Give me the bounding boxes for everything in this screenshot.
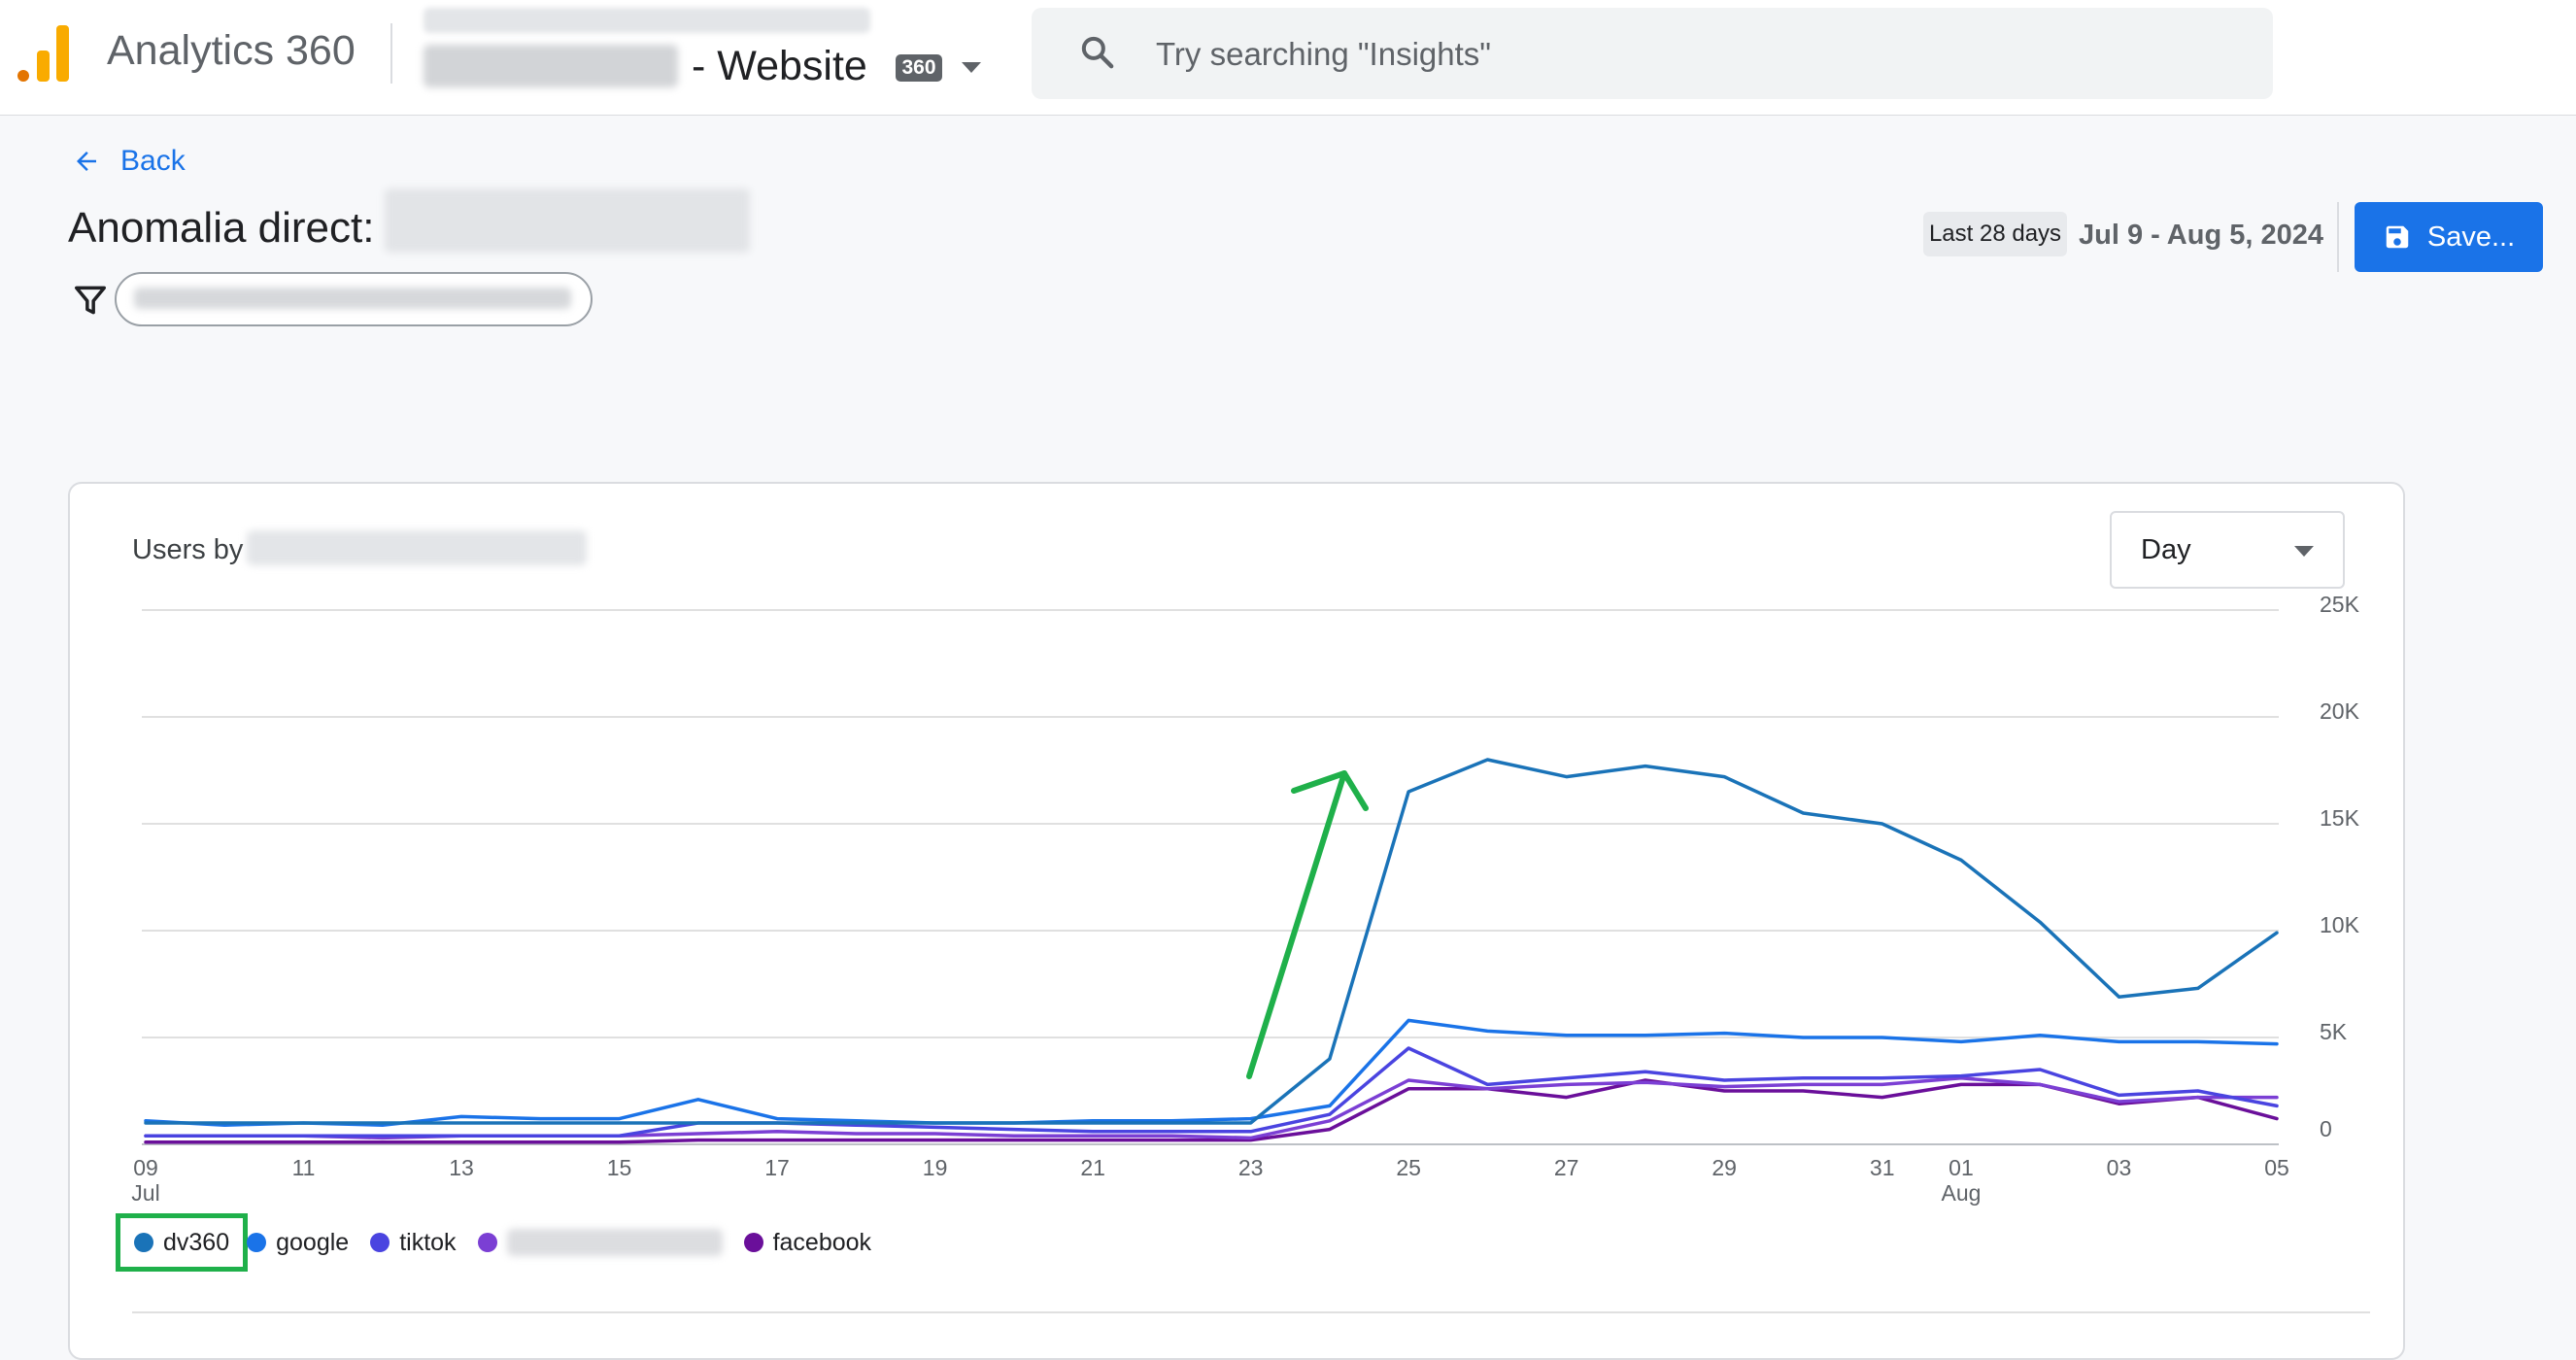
date-divider (2337, 202, 2339, 272)
save-icon (2386, 225, 2409, 249)
property-suffix[interactable]: - Website (692, 43, 867, 89)
redacted-series-line (144, 1076, 2279, 1140)
legend-dot-google (247, 1233, 267, 1252)
analytics-360-badge: 360 (896, 54, 942, 82)
x-tick-label: 29 (1712, 1155, 1737, 1180)
x-tick-label: 27 (1554, 1155, 1579, 1180)
annotation-arrow-shaft (1246, 770, 1347, 1079)
x-tick-label: 31 (1870, 1155, 1895, 1180)
analytics-logo-icon[interactable] (17, 21, 72, 82)
x-tick-label: 25 (1396, 1155, 1421, 1180)
filter-chip-redacted (134, 288, 571, 309)
save-button[interactable]: Save... (2355, 202, 2543, 272)
legend-dot-tiktok (370, 1233, 390, 1252)
date-range-label[interactable]: Last 28 days (1923, 212, 2067, 256)
card-divider (132, 1311, 2370, 1313)
legend-label-tiktok: tiktok (399, 1228, 457, 1256)
legend-item-tiktok[interactable]: tiktok (370, 1218, 457, 1267)
legend-item-dv360[interactable]: dv360 (115, 1213, 249, 1272)
y-tick-label: 15K (2320, 805, 2360, 831)
search-icon (1081, 36, 1114, 69)
legend-item-google[interactable]: google (247, 1218, 349, 1267)
x-tick-label: 05 (2264, 1155, 2289, 1180)
filter-icon[interactable] (72, 282, 109, 319)
x-tick-label: 19 (923, 1155, 948, 1180)
x-tick-label: 09 (133, 1155, 158, 1180)
legend-item-redacted[interactable] (477, 1218, 723, 1267)
back-link[interactable]: Back (72, 142, 186, 181)
back-label: Back (120, 145, 186, 177)
search-input[interactable] (1154, 29, 2226, 80)
x-tick-label: 11 (292, 1155, 316, 1180)
x-tick-label: 23 (1238, 1155, 1264, 1180)
date-range[interactable]: Jul 9 - Aug 5, 2024 (2079, 220, 2323, 251)
header-divider (390, 23, 392, 84)
legend-dot-facebook (743, 1233, 763, 1252)
legend-dot-redacted (477, 1233, 497, 1252)
page-title-redacted (385, 188, 750, 253)
legend-label-google: google (276, 1228, 350, 1256)
facebook-series-line (144, 1078, 2279, 1144)
x-tick-sublabel: Jul (131, 1180, 159, 1206)
dv360-series-line (144, 758, 2279, 1125)
x-tick-label: 01 (1949, 1155, 1974, 1180)
property-name-redacted[interactable] (424, 45, 678, 87)
x-tick-label: 21 (1080, 1155, 1105, 1180)
search-bar[interactable] (1032, 8, 2273, 99)
y-tick-label: 0 (2320, 1116, 2332, 1141)
granularity-value: Day (2141, 534, 2191, 565)
y-tick-label: 20K (2320, 698, 2360, 724)
x-tick-label: 15 (607, 1155, 632, 1180)
legend-label-facebook: facebook (772, 1228, 872, 1256)
google-series-line (144, 1018, 2279, 1127)
legend-dot-dv360 (134, 1233, 153, 1252)
top-app-bar: Analytics 360 - Website 360 (0, 0, 2576, 116)
chart-title: Users by (132, 534, 244, 565)
y-tick-label: 25K (2320, 592, 2360, 617)
chevron-down-icon (2294, 546, 2314, 557)
chart-legend: dv360 google tiktok facebook (115, 1213, 893, 1272)
x-tick-label: 17 (764, 1155, 790, 1180)
chart-title-redacted (247, 530, 587, 565)
x-tick-label: 03 (2107, 1155, 2132, 1180)
chevron-down-icon[interactable] (962, 62, 981, 73)
y-tick-label: 5K (2320, 1019, 2348, 1044)
legend-item-facebook[interactable]: facebook (743, 1218, 872, 1267)
y-tick-label: 10K (2320, 912, 2360, 937)
tiktok-series-line (144, 1046, 2279, 1138)
x-tick-label: 13 (449, 1155, 474, 1180)
save-label: Save... (2426, 221, 2516, 253)
chart-card: Users by Day 0 5K 10K 15K 20K 25K 09 Jul 11 13 15 1… (68, 482, 2405, 1360)
filter-chip[interactable] (115, 272, 593, 326)
x-tick-sublabel: Aug (1941, 1180, 1981, 1206)
legend-label-redacted (506, 1229, 723, 1256)
app-title: Analytics 360 (107, 27, 356, 74)
account-path-redacted[interactable] (424, 8, 870, 33)
arrow-back-icon (77, 152, 96, 171)
granularity-select[interactable]: Day (2110, 511, 2345, 589)
page-title: Anomalia direct: (68, 204, 375, 252)
legend-label-dv360: dv360 (163, 1228, 230, 1256)
annotation-arrow-head (1291, 770, 1369, 811)
